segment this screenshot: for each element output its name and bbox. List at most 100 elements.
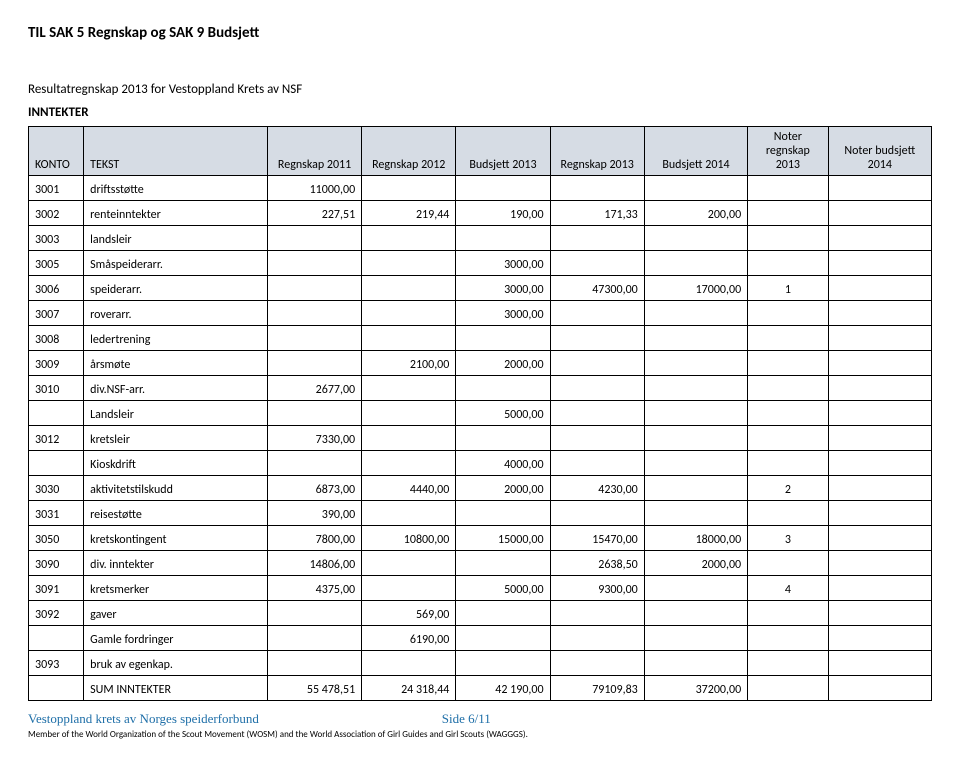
cell-value <box>456 551 550 576</box>
cell-tekst: Gamle fordringer <box>84 626 268 651</box>
cell-konto: 3010 <box>29 376 84 401</box>
cell-value <box>362 226 456 251</box>
cell-value <box>456 226 550 251</box>
table-row: 3090div. inntekter14806,002638,502000,00 <box>29 551 932 576</box>
cell-value <box>748 601 828 626</box>
table-row: 3092gaver569,00 <box>29 601 932 626</box>
cell-value <box>550 626 644 651</box>
table-row: 3010div.NSF-arr.2677,00 <box>29 376 932 401</box>
cell-value: 3000,00 <box>456 276 550 301</box>
cell-value: 15470,00 <box>550 526 644 551</box>
cell-value <box>828 476 931 501</box>
table-row: 3050kretskontingent7800,0010800,0015000,… <box>29 526 932 551</box>
cell-value <box>267 226 361 251</box>
cell-value <box>828 526 931 551</box>
cell-value <box>644 476 747 501</box>
cell-value: 17000,00 <box>644 276 747 301</box>
table-row: 3030aktivitetstilskudd6873,004440,002000… <box>29 476 932 501</box>
cell-value <box>550 501 644 526</box>
cell-tekst: speiderarr. <box>84 276 268 301</box>
cell-konto: 3050 <box>29 526 84 551</box>
cell-value <box>748 626 828 651</box>
section-title: Resultatregnskap 2013 for Vestoppland Kr… <box>28 82 932 97</box>
cell-value: 6190,00 <box>362 626 456 651</box>
cell-tekst: årsmøte <box>84 351 268 376</box>
cell-value <box>644 226 747 251</box>
cell-value <box>644 601 747 626</box>
cell-value <box>550 251 644 276</box>
cell-value: 3000,00 <box>456 301 550 326</box>
cell-value: 79109,83 <box>550 676 644 701</box>
cell-value <box>550 426 644 451</box>
cell-value <box>267 351 361 376</box>
cell-value <box>362 276 456 301</box>
cell-value <box>828 401 931 426</box>
cell-value <box>362 376 456 401</box>
cell-konto: 3031 <box>29 501 84 526</box>
column-header: Regnskap 2013 <box>550 127 644 176</box>
cell-value: 2100,00 <box>362 351 456 376</box>
cell-value: 55 478,51 <box>267 676 361 701</box>
cell-value <box>644 451 747 476</box>
cell-value <box>828 576 931 601</box>
cell-value: 390,00 <box>267 501 361 526</box>
cell-value: 569,00 <box>362 601 456 626</box>
table-row: 3001driftsstøtte11000,00 <box>29 176 932 201</box>
cell-value: 9300,00 <box>550 576 644 601</box>
cell-value <box>644 176 747 201</box>
cell-value <box>456 376 550 401</box>
cell-tekst: div. inntekter <box>84 551 268 576</box>
cell-value <box>828 626 931 651</box>
cell-tekst: reisestøtte <box>84 501 268 526</box>
cell-value <box>267 276 361 301</box>
cell-value <box>550 451 644 476</box>
column-header: Budsjett 2013 <box>456 127 550 176</box>
table-row: 3031reisestøtte390,00 <box>29 501 932 526</box>
cell-value <box>456 626 550 651</box>
cell-konto: 3007 <box>29 301 84 326</box>
cell-tekst: div.NSF-arr. <box>84 376 268 401</box>
cell-value <box>644 501 747 526</box>
cell-value <box>644 626 747 651</box>
cell-value: 2000,00 <box>456 476 550 501</box>
cell-konto: 3002 <box>29 201 84 226</box>
cell-konto: 3008 <box>29 326 84 351</box>
cell-value <box>362 251 456 276</box>
cell-tekst: gaver <box>84 601 268 626</box>
cell-tekst: SUM INNTEKTER <box>84 676 268 701</box>
cell-value <box>362 576 456 601</box>
cell-konto <box>29 451 84 476</box>
cell-tekst: kretsleir <box>84 426 268 451</box>
cell-value: 2 <box>748 476 828 501</box>
table-row: 3093bruk av egenkap. <box>29 651 932 676</box>
cell-value <box>362 501 456 526</box>
cell-value: 6873,00 <box>267 476 361 501</box>
cell-value <box>644 251 747 276</box>
cell-value: 14806,00 <box>267 551 361 576</box>
cell-value: 4230,00 <box>550 476 644 501</box>
table-row: 3007roverarr.3000,00 <box>29 301 932 326</box>
cell-konto: 3090 <box>29 551 84 576</box>
cell-value: 2000,00 <box>644 551 747 576</box>
cell-value <box>362 426 456 451</box>
cell-value <box>362 301 456 326</box>
cell-value <box>828 676 931 701</box>
cell-konto: 3003 <box>29 226 84 251</box>
cell-tekst: driftsstøtte <box>84 176 268 201</box>
column-header: Noter budsjett 2014 <box>828 127 931 176</box>
table-row: 3002renteinntekter227,51219,44190,00171,… <box>29 201 932 226</box>
cell-konto: 3093 <box>29 651 84 676</box>
cell-value: 171,33 <box>550 201 644 226</box>
table-row: 3009årsmøte2100,002000,00 <box>29 351 932 376</box>
cell-value <box>748 351 828 376</box>
cell-value <box>267 401 361 426</box>
cell-value <box>748 676 828 701</box>
cell-value: 7330,00 <box>267 426 361 451</box>
cell-value <box>748 176 828 201</box>
cell-value <box>748 326 828 351</box>
cell-tekst: bruk av egenkap. <box>84 651 268 676</box>
cell-value <box>828 501 931 526</box>
cell-konto: 3001 <box>29 176 84 201</box>
cell-value <box>644 576 747 601</box>
subsection-title: INNTEKTER <box>28 105 932 120</box>
